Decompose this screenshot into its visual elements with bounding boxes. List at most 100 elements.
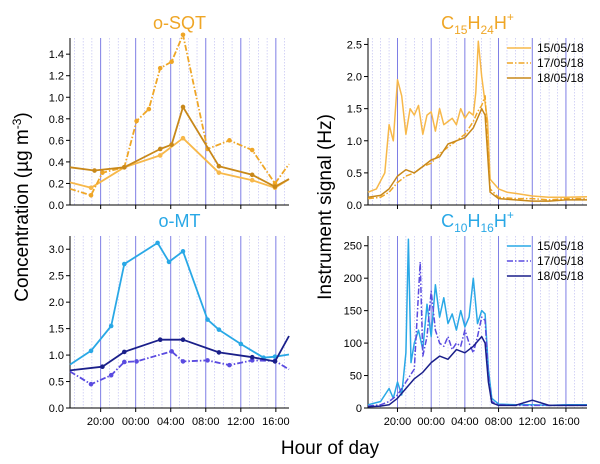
legend-label: 15/05/18 (537, 41, 584, 55)
y-tick-label: 200 (344, 273, 362, 285)
data-point (146, 106, 152, 112)
data-point (108, 372, 114, 378)
data-point (88, 193, 94, 198)
data-point (205, 317, 210, 322)
data-point (166, 259, 172, 265)
y-tick-label: 2.5 (49, 271, 64, 283)
y-tick-label: 0.5 (347, 168, 362, 180)
data-point (122, 261, 127, 267)
data-point (227, 138, 232, 143)
y-tick-label: 0.6 (49, 135, 64, 147)
legend-label: 15/05/18 (537, 239, 584, 253)
data-point (216, 327, 222, 332)
data-point (88, 348, 94, 354)
series-line-15/05/18 (367, 238, 587, 407)
series-line-17/05/18 (69, 350, 290, 386)
data-point (157, 153, 163, 158)
data-point (180, 135, 186, 141)
data-point (272, 359, 278, 364)
y-tick-label: 0.4 (49, 157, 64, 169)
ylabel-left-sup: -3 (10, 118, 24, 129)
title-part: C (441, 13, 454, 33)
x-tick-label: 04:00 (451, 416, 479, 428)
series-line-18/05/18 (367, 107, 587, 202)
data-point (180, 359, 186, 364)
y-tick-label: 0.0 (49, 403, 64, 415)
data-point (216, 163, 222, 169)
series-line-17/05/18 (367, 261, 587, 407)
data-point (157, 337, 163, 343)
y-tick-label: 50 (350, 371, 362, 383)
series-line-18/05/18 (367, 335, 587, 408)
y-axis-label-right: Instrument signal (Hz) (315, 114, 336, 300)
title-part: 15 (454, 23, 468, 37)
y-tick-label: 1.0 (347, 136, 362, 148)
data-point (108, 323, 114, 329)
data-point (272, 184, 278, 189)
legend-label: 17/05/18 (537, 254, 584, 268)
data-point (169, 349, 174, 354)
y-tick-label: 0.8 (49, 114, 64, 126)
y-tick-label: 1.2 (49, 71, 64, 83)
y-tick-label: 100 (344, 338, 362, 350)
y-tick-label: 2.0 (347, 72, 362, 84)
title-part: H (467, 13, 480, 33)
x-tick-label: 08:00 (192, 416, 220, 428)
x-tick-label: 16:00 (262, 416, 290, 428)
data-point (180, 104, 186, 110)
data-point (134, 118, 139, 124)
data-point (180, 32, 186, 38)
y-tick-label: 2.5 (347, 39, 362, 51)
data-point (100, 364, 105, 370)
y-tick-label: 0.0 (347, 200, 362, 212)
x-tick-label: 12:00 (227, 416, 255, 428)
data-point (155, 240, 160, 246)
data-point (216, 170, 222, 175)
ylabel-left-end: ) (12, 112, 33, 118)
y-tick-label: 250 (344, 241, 362, 253)
title-part: H (467, 211, 480, 231)
data-point (249, 147, 255, 153)
data-point (249, 172, 255, 178)
data-point (92, 168, 97, 173)
data-point (157, 146, 163, 152)
x-tick-label: 00:00 (122, 416, 150, 428)
y-axis-label-left: Concentration (µg m-3) (10, 112, 33, 302)
y-tick-label: 1.5 (347, 104, 362, 116)
x-tick-label: 04:00 (157, 416, 185, 428)
data-point (157, 65, 163, 71)
data-point (100, 170, 105, 175)
title-part: + (507, 208, 514, 222)
data-point (227, 362, 232, 368)
title-part: C (441, 211, 454, 231)
y-tick-label: 1.4 (49, 49, 64, 61)
x-tick-label: 16:00 (552, 416, 580, 428)
data-point (205, 358, 210, 363)
legend-label: 18/05/18 (537, 269, 584, 283)
data-point (249, 177, 255, 183)
panel-tr: 0.00.51.01.52.02.5C15H24H+15/05/1817/05/… (347, 10, 588, 212)
y-tick-label: 0.2 (49, 178, 64, 190)
title-part: + (507, 10, 514, 24)
data-point (272, 181, 278, 186)
y-tick-label: 0 (356, 403, 362, 415)
data-point (249, 354, 255, 360)
y-tick-label: 0.0 (49, 200, 64, 212)
panel-title: o-MT (159, 211, 201, 231)
legend-label: 17/05/18 (537, 56, 584, 70)
data-point (169, 142, 174, 147)
data-point (88, 185, 94, 191)
title-part: 16 (480, 221, 494, 235)
series-line-17/05/18 (367, 95, 587, 201)
x-tick-label: 08:00 (485, 416, 513, 428)
data-point (122, 164, 127, 170)
x-tick-label: 12:00 (518, 416, 546, 428)
series-line-17/05/18 (69, 33, 290, 197)
data-point (180, 249, 186, 254)
series-line-18/05/18 (69, 106, 290, 188)
x-tick-label: 20:00 (384, 416, 412, 428)
legend-label: 18/05/18 (537, 71, 584, 85)
title-part: 10 (454, 221, 468, 235)
x-axis-label: Hour of day (281, 438, 380, 459)
